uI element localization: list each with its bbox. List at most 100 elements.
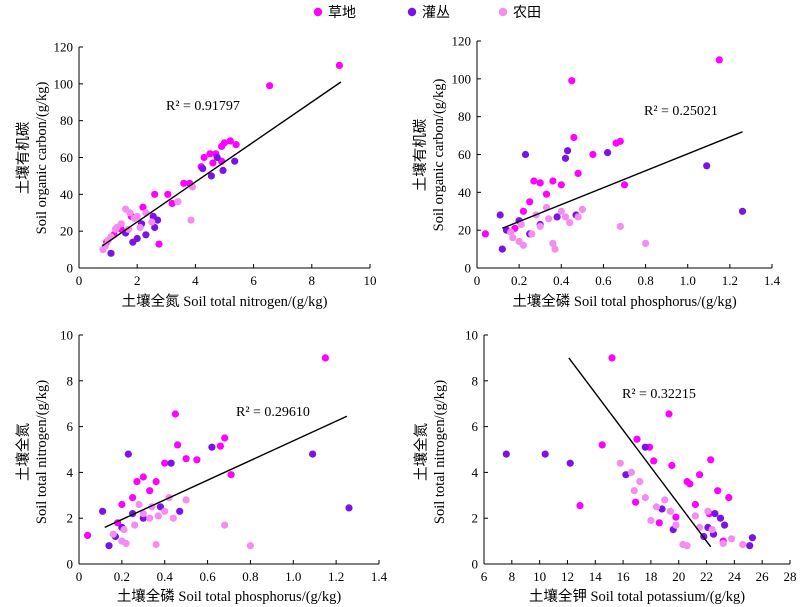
x-tick-label: 14 xyxy=(589,569,603,584)
data-point-grassland xyxy=(216,442,224,450)
data-point-farmland xyxy=(551,245,559,253)
data-point-shrubland xyxy=(129,238,137,246)
data-point-farmland xyxy=(683,542,691,550)
data-point-shrubland xyxy=(502,450,510,458)
data-point-grassland xyxy=(84,531,92,540)
x-tick-label: 1.0 xyxy=(285,569,301,584)
data-point-grassland xyxy=(174,441,182,449)
data-point-farmland xyxy=(557,207,565,215)
data-point-grassland xyxy=(570,133,578,142)
data-point-grassland xyxy=(133,478,141,486)
data-point-shrubland xyxy=(156,503,164,511)
data-point-grassland xyxy=(209,159,217,167)
regression-line xyxy=(104,415,348,528)
x-tick-label: 28 xyxy=(784,569,797,584)
data-point-farmland xyxy=(507,228,515,236)
x-tick-label: 1.2 xyxy=(722,273,738,288)
data-point-farmland xyxy=(672,521,680,529)
data-point-grassland xyxy=(620,181,629,189)
y-tick-label: 0 xyxy=(472,557,479,572)
data-point-farmland xyxy=(641,494,649,502)
data-point-shrubland xyxy=(564,147,572,155)
data-point-grassland xyxy=(139,203,147,211)
data-point-shrubland xyxy=(541,450,549,458)
data-point-grassland xyxy=(696,471,704,479)
y-tick-label: 4 xyxy=(472,465,479,480)
data-point-shrubland xyxy=(521,150,530,159)
data-point-farmland xyxy=(574,213,582,221)
y-tick-label: 0 xyxy=(67,261,74,276)
data-point-farmland xyxy=(169,514,177,522)
panel-3: 0 2 4 6 8 10 0 0.2 0.4 0.6 0.8 1.0 1.2 1.4 土壤全磷 Soil t… xyxy=(14,328,388,606)
data-point-shrubland xyxy=(124,450,132,458)
x-tick-label: 2 xyxy=(134,273,141,288)
x-tick-label: 0 xyxy=(76,273,83,288)
data-point-grassland xyxy=(139,473,147,481)
data-point-farmland xyxy=(661,496,669,504)
data-point-farmland xyxy=(642,239,650,247)
y-tick-label: 120 xyxy=(452,34,472,49)
data-point-shrubland xyxy=(213,153,221,162)
data-point-farmland xyxy=(696,523,704,532)
data-point-shrubland xyxy=(721,521,729,529)
x-tick-label: 1.4 xyxy=(764,273,781,288)
x-tick-label: 18 xyxy=(644,569,657,584)
data-point-farmland xyxy=(130,214,138,222)
data-point-grassland xyxy=(568,77,576,85)
y-tick-label: 120 xyxy=(54,40,74,55)
x-tick-label: 6 xyxy=(481,569,488,584)
x-tick-label: 10 xyxy=(364,273,377,288)
data-point-farmland xyxy=(691,512,700,520)
data-point-grassland xyxy=(152,478,160,486)
data-point-shrubland xyxy=(219,166,227,174)
data-point-farmland xyxy=(187,216,195,224)
x-tick-label: 26 xyxy=(756,569,770,584)
legend-marker xyxy=(498,7,508,17)
data-point-grassland xyxy=(574,169,582,177)
data-point-farmland xyxy=(174,198,182,206)
data-point-grassland xyxy=(608,354,616,362)
data-point-farmland xyxy=(131,521,139,529)
data-point-farmland xyxy=(647,516,655,525)
x-tick-label: 1.4 xyxy=(371,569,388,584)
legend-marker xyxy=(313,7,323,17)
data-point-grassland xyxy=(691,500,700,509)
regression-line xyxy=(101,81,342,247)
data-point-shrubland xyxy=(604,149,612,157)
panel-2: 0 20 40 60 80 100 120 0 0.2 0.4 0.6 0.8 1.0 1.2 1.4 土壤全… xyxy=(411,34,781,311)
legend: 草地 灌丛 农田 xyxy=(313,5,541,21)
data-point-grassland xyxy=(221,434,229,442)
y-tick-label: 100 xyxy=(452,71,472,86)
y-tick-label: 40 xyxy=(60,187,73,202)
y-tick-label: 0 xyxy=(465,261,472,276)
data-point-farmland xyxy=(566,219,574,227)
x-tick-label: 0.6 xyxy=(199,569,216,584)
r-squared-label: R² = 0.32215 xyxy=(622,387,696,402)
data-point-farmland xyxy=(120,526,128,534)
x-tick-label: 4 xyxy=(192,273,199,288)
data-point-shrubland xyxy=(345,504,353,512)
data-point-farmland xyxy=(536,222,544,230)
data-point-farmland xyxy=(152,540,160,549)
data-point-grassland xyxy=(171,410,179,418)
data-point-farmland xyxy=(122,539,130,548)
data-point-grassland xyxy=(549,177,557,185)
data-point-grassland xyxy=(161,459,169,467)
y-tick-label: 10 xyxy=(60,328,73,343)
data-point-shrubland xyxy=(496,211,504,219)
data-point-farmland xyxy=(146,514,154,522)
y-tick-label: 10 xyxy=(465,328,478,343)
data-point-shrubland xyxy=(207,172,215,180)
data-point-grassland xyxy=(576,502,584,510)
data-point-grassland xyxy=(182,455,190,463)
data-point-shrubland xyxy=(199,165,207,173)
data-point-farmland xyxy=(113,223,121,232)
data-point-shrubland xyxy=(738,207,747,215)
y-tick-label: 80 xyxy=(60,113,73,128)
y-tick-label: 8 xyxy=(67,373,74,388)
data-point-farmland xyxy=(221,521,229,529)
legend-label: 草地 xyxy=(328,5,356,21)
r-squared-label: R² = 0.25021 xyxy=(644,104,718,119)
data-point-grassland xyxy=(266,82,274,90)
